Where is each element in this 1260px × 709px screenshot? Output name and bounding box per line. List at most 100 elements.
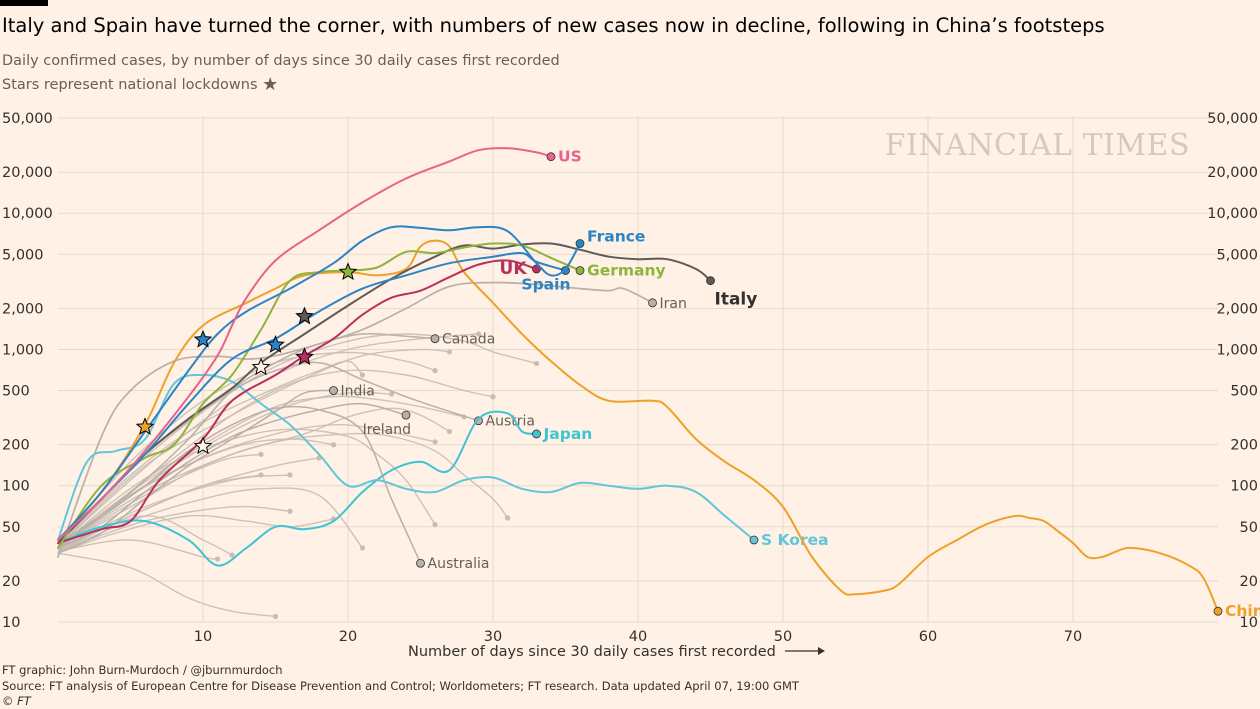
chart-svg: 10 10 20 20 50 50 100 100 200 200 500 500 1,000 1,000… xyxy=(2,111,1260,660)
lockdown-star-icon xyxy=(193,329,213,348)
series-end-dot xyxy=(416,558,425,568)
background-line xyxy=(57,514,334,554)
background-line xyxy=(57,348,450,547)
series-label: India xyxy=(341,384,375,400)
series-end-dot xyxy=(749,535,759,545)
y-tick-label-left: 100 xyxy=(2,479,30,495)
lockdown-star-icon xyxy=(193,436,213,455)
background-line-end-dot xyxy=(229,552,235,558)
y-tick-label-right: 1,000 xyxy=(1216,342,1258,358)
background-line-end-dot xyxy=(214,556,221,562)
y-tick-label-right: 5,000 xyxy=(1216,247,1258,263)
series-label: US xyxy=(558,148,582,166)
background-line-end-dot xyxy=(359,372,366,378)
series-end-dot xyxy=(430,334,440,344)
series-end-dot xyxy=(329,386,338,395)
y-tick-label-left: 500 xyxy=(2,384,30,400)
series-end-dot xyxy=(575,239,585,248)
background-line-end-dot xyxy=(330,442,337,448)
series-line xyxy=(57,402,407,549)
lockdown-star-icon xyxy=(251,357,271,376)
lockdown-note: Stars represent national lockdowns xyxy=(2,77,258,93)
background-line xyxy=(57,552,276,618)
y-tick-label-left: 200 xyxy=(2,438,30,454)
background-line-end-dot xyxy=(446,428,453,435)
footer-copyright: © FT xyxy=(2,694,31,708)
footer-source: Source: FT analysis of European Centre f… xyxy=(2,679,799,693)
series-line xyxy=(57,147,552,541)
lockdown-star-icon xyxy=(295,347,314,365)
y-tick-label-right: 50,000 xyxy=(1207,111,1258,127)
series-label: Germany xyxy=(587,261,666,279)
star-legend-icon: ★ xyxy=(262,74,279,95)
y-tick-label-right: 500 xyxy=(1230,384,1258,400)
series-line xyxy=(57,332,436,549)
y-tick-label-right: 100 xyxy=(1230,479,1258,495)
y-tick-label-left: 20,000 xyxy=(2,165,53,181)
series-line xyxy=(57,389,335,554)
series-canada: Canada xyxy=(57,332,495,549)
series-label: UK xyxy=(500,259,528,279)
series-japan: Japan xyxy=(57,410,593,567)
series-end-dot xyxy=(401,410,411,420)
y-tick-label-right: 20,000 xyxy=(1207,165,1258,181)
background-line-end-dot xyxy=(490,394,496,400)
y-tick-label-right: 2,000 xyxy=(1216,301,1258,317)
y-tick-label-left: 2,000 xyxy=(2,301,44,317)
background-line-end-dot xyxy=(287,472,293,478)
background-line xyxy=(57,360,364,546)
lockdown-stars xyxy=(135,262,358,455)
ft-top-bar xyxy=(0,0,48,6)
background-line-end-dot xyxy=(258,451,264,457)
background-line xyxy=(57,487,364,553)
series-label: Japan xyxy=(543,425,593,443)
background-line-end-dot xyxy=(388,391,395,397)
series-label: France xyxy=(587,227,645,245)
y-tick-label-left: 10 xyxy=(2,615,20,631)
series-end-dot xyxy=(575,266,585,275)
background-line xyxy=(57,515,233,556)
series-end-dot xyxy=(532,429,541,439)
background-line-end-dot xyxy=(432,521,438,528)
x-tick-label: 20 xyxy=(339,629,357,645)
series-india: India xyxy=(57,384,375,554)
series-label: China xyxy=(1225,602,1260,620)
chart-subtitle: Daily confirmed cases, by number of days… xyxy=(2,53,560,69)
x-tick-label: 50 xyxy=(774,629,792,645)
series-us: US xyxy=(57,147,582,541)
background-line-end-dot xyxy=(432,439,438,445)
background-line xyxy=(57,428,436,549)
lockdown-star-icon xyxy=(135,417,155,435)
series-end-dot xyxy=(532,264,541,274)
y-tick-label-left: 50,000 xyxy=(2,111,53,127)
background-line-end-dot xyxy=(432,367,438,374)
series-end-dot xyxy=(648,298,657,308)
background-line-end-dot xyxy=(504,515,511,521)
series-label: S Korea xyxy=(761,531,829,549)
series-line xyxy=(57,239,1219,613)
series-ireland: Ireland xyxy=(57,402,411,549)
series-line xyxy=(57,361,480,541)
series-label: Spain xyxy=(521,275,570,293)
series-italy: Italy xyxy=(57,242,757,544)
series-label: Ireland xyxy=(363,422,411,438)
background-line-end-dot xyxy=(359,545,366,551)
x-tick-label: 60 xyxy=(919,629,937,645)
gridlines xyxy=(58,116,1218,623)
series-label: Austria xyxy=(486,414,535,430)
y-tick-label-right: 10 xyxy=(1240,615,1258,631)
background-line xyxy=(57,369,494,551)
y-tick-label-right: 10,000 xyxy=(1207,206,1258,222)
footer-credit: FT graphic: John Burn-Murdoch / @jburnmu… xyxy=(2,663,283,677)
background-line-end-dot xyxy=(287,508,293,514)
series-uk: UK xyxy=(57,259,541,544)
series-iran: Iran xyxy=(57,281,687,558)
background-line-end-dot xyxy=(272,613,279,619)
background-line xyxy=(57,453,262,549)
series-line xyxy=(57,259,538,544)
background-line xyxy=(57,351,436,544)
series-france: France xyxy=(57,225,645,541)
background-line-end-dot xyxy=(533,360,540,367)
lockdown-star-icon xyxy=(338,262,358,280)
series-end-dot xyxy=(561,266,570,275)
